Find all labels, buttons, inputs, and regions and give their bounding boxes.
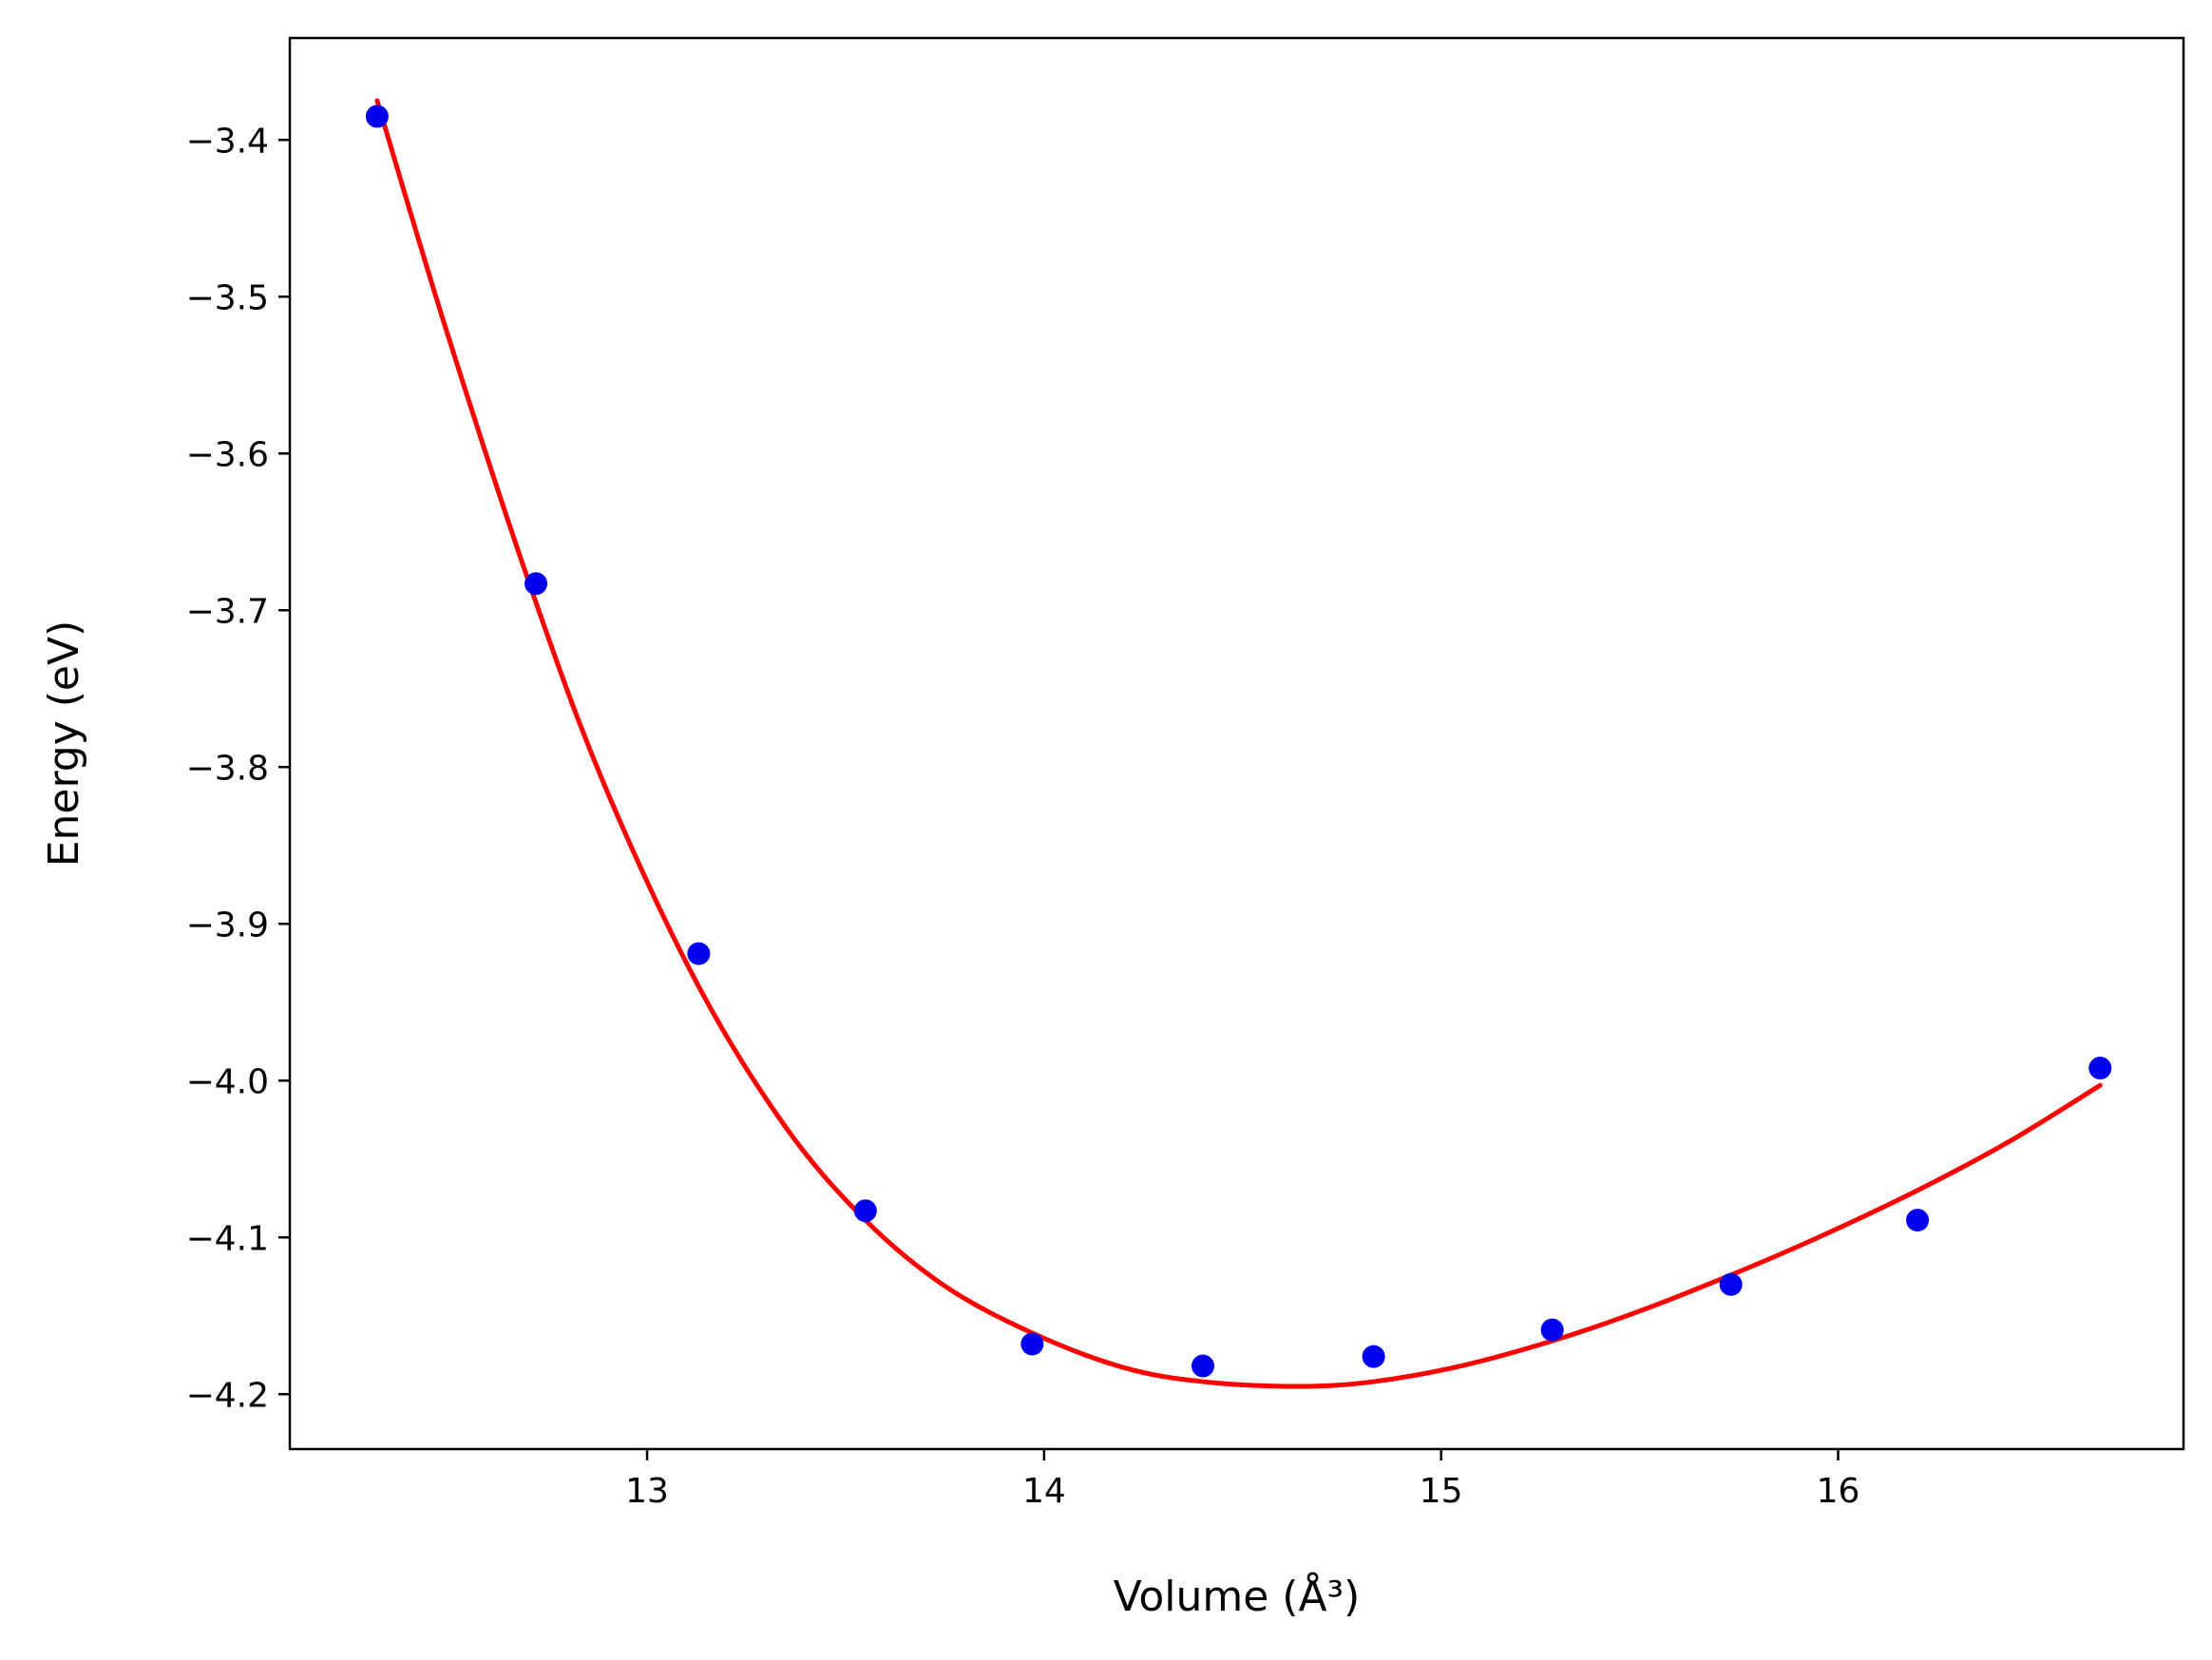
y-tick-label: −3.8 [186, 749, 269, 788]
fit-curve [374, 98, 2103, 1389]
axes-frame [288, 36, 2185, 1451]
y-axis-ticks: −3.4 −3.5 −3.6 −3.7 −3.8 −3.9 −4.0 −4.1 −4.2 [186, 122, 290, 1415]
data-point [1362, 1345, 1385, 1368]
x-axis-label: Volume (Å³) [1114, 1571, 1361, 1621]
x-tick-label: 15 [1420, 1472, 1463, 1511]
plot-area [365, 98, 2112, 1389]
y-tick-label: −4.0 [186, 1062, 269, 1101]
data-point [524, 572, 548, 596]
data-point [853, 1199, 877, 1223]
data-point [1719, 1272, 1743, 1296]
data-points [365, 105, 2112, 1378]
y-tick-label: −3.5 [186, 278, 269, 317]
data-point [1540, 1318, 1564, 1342]
data-point [687, 942, 711, 965]
y-tick-label: −3.9 [186, 906, 269, 944]
data-point [365, 105, 389, 128]
y-tick-label: −4.2 [186, 1376, 269, 1415]
x-axis-ticks: 13 14 15 16 [625, 1449, 1859, 1511]
data-point [1906, 1209, 1930, 1232]
data-point [1020, 1332, 1044, 1356]
x-tick-label: 13 [625, 1472, 669, 1511]
y-tick-label: −3.4 [186, 122, 269, 161]
x-tick-label: 16 [1817, 1472, 1860, 1511]
y-axis-label: Energy (eV) [40, 620, 88, 868]
y-tick-label: −3.7 [186, 592, 269, 631]
y-tick-label: −3.6 [186, 435, 269, 474]
data-point [2088, 1057, 2112, 1080]
y-tick-label: −4.1 [186, 1219, 269, 1258]
x-tick-label: 14 [1022, 1472, 1066, 1511]
data-point [1191, 1354, 1214, 1378]
